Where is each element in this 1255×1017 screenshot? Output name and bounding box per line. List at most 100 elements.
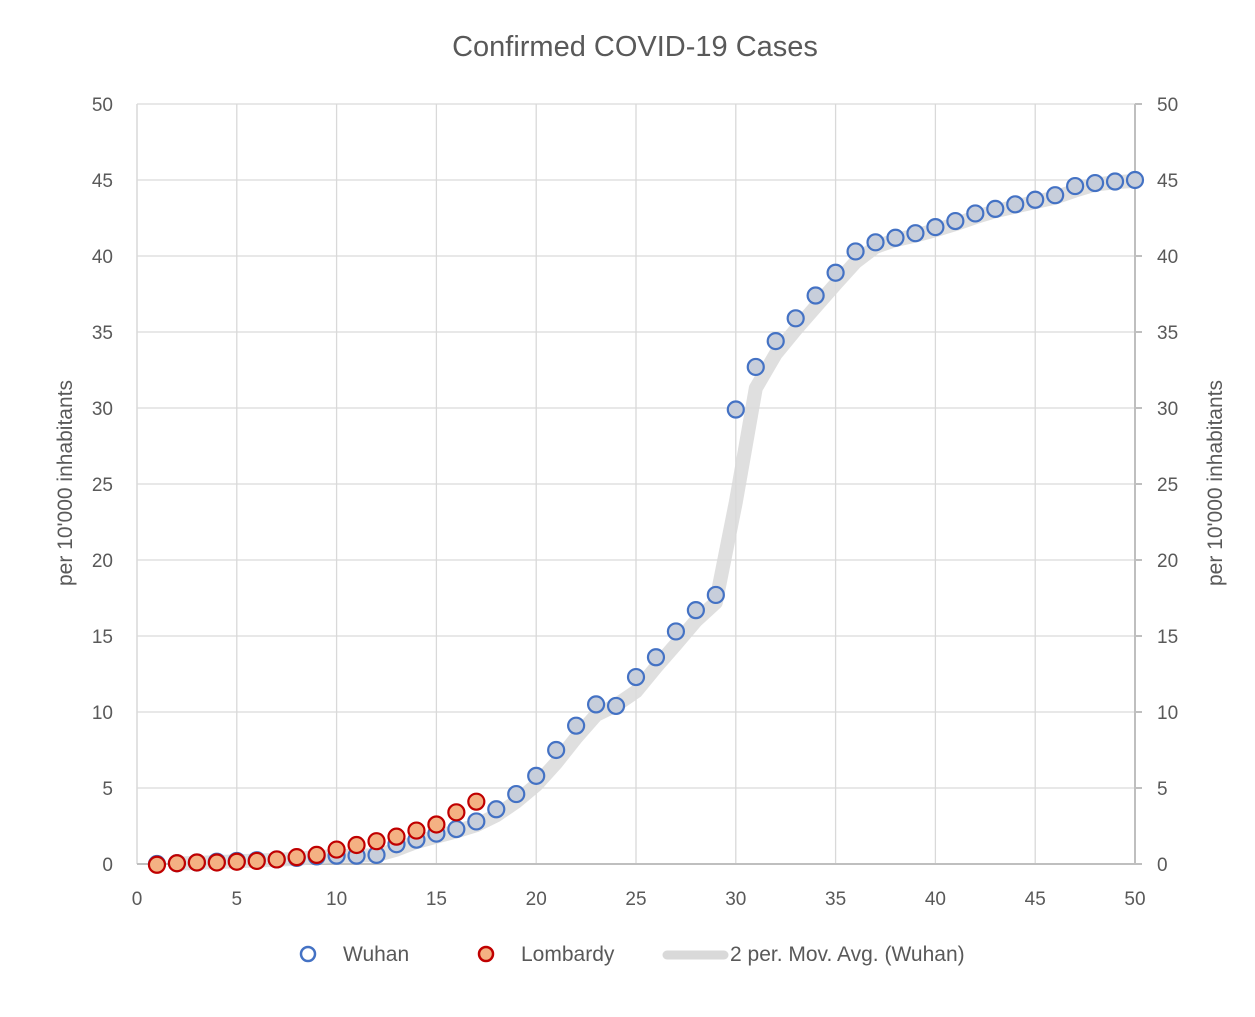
legend-label-moving-average: 2 per. Mov. Avg. (Wuhan) <box>730 943 965 966</box>
wuhan-point <box>646 648 666 667</box>
wuhan-point <box>507 784 526 804</box>
gridlines <box>137 103 1135 864</box>
x-tick-label: 15 <box>426 889 447 910</box>
moving-average-band <box>169 173 1142 871</box>
y-right-tick-label: 20 <box>1157 551 1178 572</box>
x-tick-label: 25 <box>625 889 646 910</box>
wuhan-point <box>826 263 845 282</box>
wuhan-point <box>886 228 905 247</box>
lombardy-point <box>407 821 426 840</box>
y-axis-right-title: per 10'000 inhabitants <box>1204 380 1227 586</box>
wuhan-point <box>547 740 566 760</box>
y-right-tick-label: 15 <box>1157 627 1178 648</box>
wuhan-point <box>706 585 725 605</box>
y-right-tick-label: 50 <box>1157 95 1178 116</box>
legend-marker-lombardy <box>477 945 495 963</box>
lombardy-point <box>387 827 406 846</box>
y-left-tick-label: 45 <box>92 171 113 192</box>
lombardy-point <box>427 815 446 834</box>
y-right-tick-label: 0 <box>1157 855 1168 876</box>
wuhan-point <box>567 716 586 735</box>
wuhan-point <box>806 286 825 305</box>
x-tick-label: 40 <box>925 889 946 910</box>
x-tick-label: 10 <box>326 889 347 910</box>
y-axis-right-ticks: 0 5 10 15 20 25 30 35 40 45 50 <box>1157 95 1178 876</box>
wuhan-point <box>586 695 606 714</box>
y-right-tick-label: 5 <box>1157 779 1168 800</box>
lombardy-point <box>227 852 246 871</box>
y-left-tick-label: 15 <box>92 627 113 648</box>
y-axis-left-ticks: 0 5 10 15 20 25 30 35 40 45 50 <box>92 95 113 876</box>
wuhan-point <box>467 812 486 831</box>
wuhan-point <box>766 332 785 351</box>
lombardy-point <box>467 792 486 811</box>
y-left-tick-label: 40 <box>92 247 113 268</box>
y-right-tick-label: 40 <box>1157 247 1178 268</box>
wuhan-point <box>1046 186 1065 205</box>
y-right-tick-label: 30 <box>1157 399 1178 420</box>
chart-title: Confirmed COVID-19 Cases <box>452 31 818 63</box>
wuhan-point <box>447 819 466 839</box>
x-tick-label: 35 <box>825 889 846 910</box>
y-axis-left-title: per 10'000 inhabitants <box>54 380 77 586</box>
lombardy-points <box>147 792 486 874</box>
moving-average-line <box>169 173 1142 871</box>
x-tick-label: 50 <box>1124 889 1145 910</box>
lombardy-point <box>307 845 326 864</box>
legend-marker-wuhan <box>299 945 317 963</box>
lombardy-point <box>167 854 187 873</box>
wuhan-point <box>1125 170 1145 190</box>
lombardy-point <box>327 840 346 859</box>
legend-label-wuhan: Wuhan <box>343 943 409 966</box>
lombardy-point <box>267 850 286 869</box>
wuhan-point <box>966 204 985 223</box>
wuhan-point <box>786 309 805 328</box>
y-right-tick-label: 35 <box>1157 323 1178 344</box>
y-right-tick-label: 25 <box>1157 475 1178 496</box>
wuhan-points <box>147 170 1145 874</box>
x-tick-label: 20 <box>526 889 547 910</box>
wuhan-point <box>946 211 965 231</box>
y-right-tick-label: 10 <box>1157 703 1178 724</box>
wuhan-point <box>726 400 745 419</box>
x-axis-ticks: 0 5 10 15 20 25 30 35 40 45 50 <box>132 889 1146 910</box>
wuhan-point <box>527 766 546 785</box>
y-right-tick-label: 45 <box>1157 171 1178 192</box>
lombardy-point <box>207 853 226 872</box>
lombardy-point <box>287 848 306 867</box>
y-left-tick-label: 35 <box>92 323 113 344</box>
wuhan-point <box>906 224 925 243</box>
wuhan-point <box>846 242 865 261</box>
x-tick-label: 5 <box>232 889 243 910</box>
wuhan-point <box>626 667 646 687</box>
wuhan-point <box>686 601 705 620</box>
y-left-tick-label: 20 <box>92 551 113 572</box>
wuhan-point <box>1006 195 1025 214</box>
wuhan-point <box>1066 176 1085 196</box>
wuhan-point <box>986 199 1005 218</box>
legend-label-lombardy: Lombardy <box>521 943 615 966</box>
wuhan-point <box>926 218 945 237</box>
lombardy-point <box>147 855 167 874</box>
lombardy-point <box>367 832 386 851</box>
lombardy-point <box>187 853 206 872</box>
y-left-tick-label: 25 <box>92 475 113 496</box>
wuhan-point <box>666 622 686 641</box>
x-tick-label: 30 <box>725 889 746 910</box>
wuhan-point <box>1105 172 1125 191</box>
legend: Wuhan Lombardy 2 per. Mov. Avg. (Wuhan) <box>299 943 965 966</box>
wuhan-point <box>1085 173 1105 193</box>
wuhan-point <box>746 357 765 377</box>
wuhan-point <box>866 233 885 252</box>
wuhan-point <box>487 800 506 819</box>
x-tick-label: 0 <box>132 889 143 910</box>
y-left-tick-label: 30 <box>92 399 113 420</box>
lombardy-point <box>247 851 266 871</box>
wuhan-point <box>606 696 626 716</box>
lombardy-point <box>347 835 366 855</box>
lombardy-point <box>447 803 466 822</box>
y-left-tick-label: 5 <box>102 779 113 800</box>
y-left-tick-label: 10 <box>92 703 113 724</box>
